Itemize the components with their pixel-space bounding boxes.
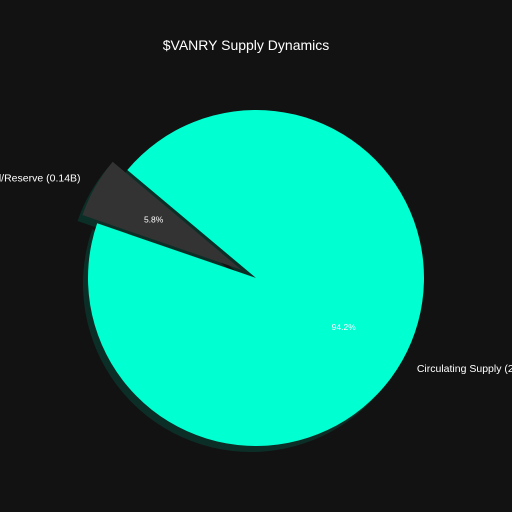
labels-layer: Locked/Reserve (0.14B) 5.8% Circulating Su… [0, 173, 512, 375]
slice-percent-0: 5.8% [144, 214, 164, 224]
chart-title: $VANRY Supply Dynamics [163, 37, 330, 53]
slices-layer [77, 109, 424, 453]
slice-label-0: Locked/Reserve (0.14B) [0, 173, 81, 185]
pie-slice-0 [82, 161, 242, 270]
pie-slice-1 [87, 109, 424, 446]
slice-percent-1: 94.2% [332, 322, 357, 332]
slice-label-1: Circulating Supply (2.26B) [417, 363, 512, 375]
